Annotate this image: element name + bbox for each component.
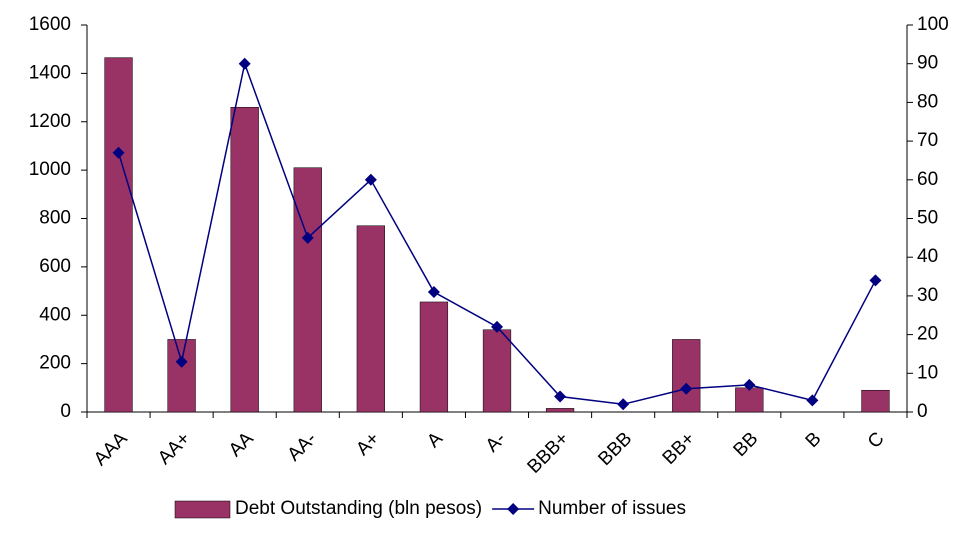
- marker: [427, 286, 440, 299]
- y2-tick-label: 40: [917, 246, 938, 267]
- bar: [545, 408, 575, 413]
- bar: [293, 167, 322, 413]
- x-tick-label: C: [864, 428, 889, 453]
- y-tick-label: 1000: [29, 159, 71, 180]
- x-tick-label: AA-: [284, 428, 321, 465]
- x-tick-label: BB: [730, 428, 763, 461]
- marker: [554, 390, 567, 403]
- legend-marker: [507, 503, 520, 515]
- y2-tick-label: 100: [917, 14, 949, 35]
- y2-tick-label: 70: [917, 130, 938, 151]
- marker: [869, 274, 882, 287]
- x-tick-label: AA+: [154, 428, 195, 469]
- legend-label: Debt Outstanding (bln pesos): [235, 498, 482, 519]
- marker: [112, 146, 125, 159]
- x-tick-label: A: [423, 428, 447, 452]
- marker: [680, 382, 693, 395]
- x-tick-label: AA: [225, 428, 258, 461]
- x-tick-label: BB+: [659, 428, 700, 469]
- x-tick-label: BBB: [594, 428, 636, 470]
- y-tick-label: 600: [39, 256, 71, 277]
- marker: [743, 378, 756, 391]
- y-tick-label: 0: [60, 401, 71, 422]
- y-tick-label: 200: [39, 353, 71, 374]
- bar: [419, 301, 449, 413]
- x-tick-label: AAA: [90, 428, 132, 470]
- marker: [806, 394, 819, 407]
- y2-tick-label: 20: [917, 324, 938, 345]
- marker: [364, 173, 377, 186]
- marker: [175, 355, 188, 368]
- y2-tick-label: 90: [917, 53, 938, 74]
- bar: [861, 389, 890, 413]
- y2-tick-label: 30: [917, 285, 938, 306]
- bar: [104, 57, 133, 413]
- y-tick-label: 400: [39, 304, 71, 325]
- y2-tick-label: 80: [917, 91, 938, 112]
- legend-swatch: [174, 500, 231, 519]
- y-tick-label: 1600: [29, 14, 71, 35]
- bar: [230, 106, 259, 413]
- y2-tick-label: 60: [917, 169, 938, 190]
- x-tick-label: A+: [352, 428, 384, 460]
- bar: [735, 387, 764, 413]
- marker: [301, 231, 314, 244]
- y2-tick-label: 0: [917, 401, 928, 422]
- x-tick-label: B: [802, 428, 826, 452]
- y-tick-label: 1200: [29, 111, 71, 132]
- x-tick-label: A-: [482, 428, 510, 456]
- bar: [482, 329, 512, 413]
- bar: [672, 339, 701, 413]
- y-tick-label: 1400: [29, 62, 71, 83]
- marker: [617, 398, 630, 411]
- y-tick-label: 800: [39, 208, 71, 229]
- y2-tick-label: 10: [917, 362, 938, 383]
- bar: [356, 225, 385, 413]
- marker: [491, 320, 503, 333]
- bar: [167, 339, 196, 413]
- x-tick-label: BBB+: [524, 428, 574, 478]
- y2-tick-label: 50: [917, 208, 938, 229]
- marker: [238, 57, 251, 70]
- legend-label: Number of issues: [538, 498, 686, 519]
